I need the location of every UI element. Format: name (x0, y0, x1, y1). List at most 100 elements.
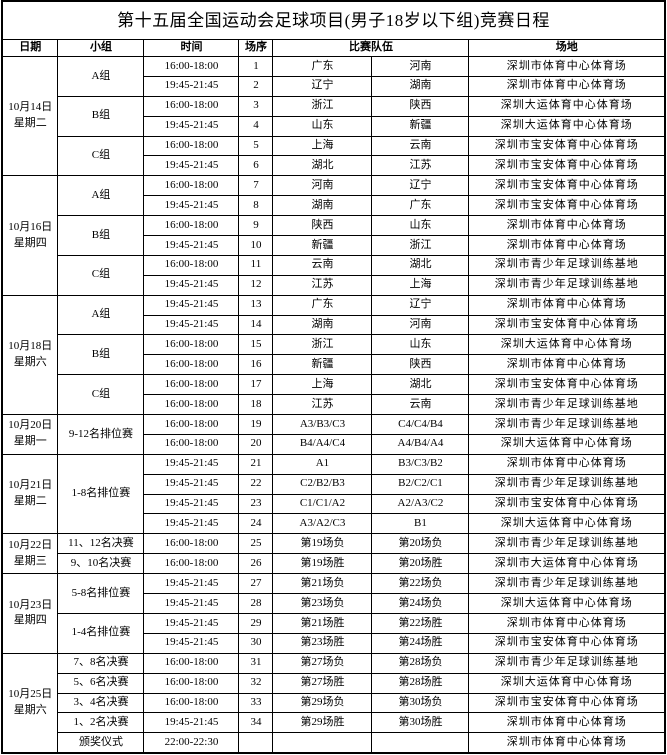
team2-cell: 第20场负 (371, 533, 470, 555)
team1-cell: 第29场负 (272, 692, 373, 714)
time-cell: 19:45-21:45 (143, 195, 240, 217)
weekday-text: 星期六 (13, 703, 47, 716)
time-cell: 19:45-21:45 (143, 513, 240, 535)
venue-cell: 深圳市青少年足球训练基地 (468, 573, 666, 595)
team1-cell: 第19场胜 (272, 553, 373, 575)
date-cell: 10月25日 星期六 (1, 652, 59, 754)
venue-cell: 深圳市体育中心体育场 (468, 75, 666, 97)
venue-cell: 深圳大运体育中心体育场 (468, 513, 666, 535)
team1-cell: 陕西 (272, 215, 373, 237)
match-no-cell: 23 (238, 493, 274, 515)
team1-cell: 云南 (272, 254, 373, 276)
team2-cell: 云南 (371, 135, 470, 157)
match-no-cell: 27 (238, 573, 274, 595)
match-no-cell: 5 (238, 135, 274, 157)
team2-cell: 湖北 (371, 374, 470, 396)
match-no-cell: 4 (238, 115, 274, 137)
venue-cell: 深圳大运体育中心体育场 (468, 115, 666, 137)
team1-cell (272, 732, 373, 754)
time-cell: 19:45-21:45 (143, 115, 240, 137)
team1-cell: 上海 (272, 135, 373, 157)
time-cell: 16:00-18:00 (143, 135, 240, 157)
team2-cell: 第22场胜 (371, 612, 470, 634)
team2-cell: A4/B4/A4 (371, 433, 470, 455)
time-cell: 19:45-21:45 (143, 473, 240, 495)
group-cell: C组 (57, 135, 145, 177)
team1-cell: 浙江 (272, 95, 373, 117)
venue-cell: 深圳市体育中心体育场 (468, 354, 666, 376)
team2-cell (371, 732, 470, 754)
team1-cell: C2/B2/B3 (272, 473, 373, 495)
team1-cell: 广东 (272, 294, 373, 316)
table-row: 颁奖仪式 22:00-22:30 深圳市体育中心体育场 (2, 732, 666, 754)
group-cell: 5-8名排位赛 (57, 573, 145, 614)
date-cell: 10月20日 星期一 (1, 414, 59, 455)
table-row: 19:45-21:45 23 C1/C1/A2 A2/A3/C2 深圳市宝安体育中心体育… (2, 493, 666, 515)
venue-cell: 深圳市体育中心体育场 (468, 712, 666, 734)
team1-cell: 第21场胜 (272, 612, 373, 634)
time-cell: 19:45-21:45 (143, 712, 240, 734)
weekday-text: 星期二 (13, 117, 47, 130)
time-cell: 16:00-18:00 (143, 553, 240, 575)
table-row: 10月25日 星期六 7、8名决赛 16:00-18:00 31 第27场负 第28场负 深圳… (1, 652, 666, 754)
match-no-cell: 11 (238, 254, 274, 276)
table-row: 19:45-21:45 30 第23场胜 第24场胜 深圳市宝安体育中心体育场 (2, 632, 666, 654)
team2-cell: 河南 (371, 314, 470, 336)
team2-cell: 第22场负 (371, 573, 470, 595)
table-row: 10月16日 星期四 A组 16:00-18:00 7 河南 辽宁 深圳市宝安体育中心体育场 (1, 175, 666, 296)
venue-cell: 深圳市体育中心体育场 (468, 294, 666, 316)
match-no-cell: 17 (238, 374, 274, 396)
team1-cell: 第27场胜 (272, 672, 373, 694)
team2-cell: 辽宁 (371, 175, 470, 197)
match-no-cell: 10 (238, 235, 274, 256)
venue-cell: 深圳市青少年足球训练基地 (468, 533, 666, 555)
date-text: 10月14日 (8, 101, 53, 114)
match-no-cell: 26 (238, 553, 274, 575)
team2-cell: B2/C2/C1 (371, 473, 470, 495)
table-header: 第十五届全国运动会足球项目(男子18岁以下组)竞赛日程 日期 小组 时间 场序 … (1, 0, 666, 57)
team1-cell: 江苏 (272, 274, 373, 296)
column-header-row: 日期 小组 时间 场序 比赛队伍 场地 (1, 39, 666, 57)
venue-cell: 深圳市宝安体育中心体育场 (468, 314, 666, 336)
venue-cell: 深圳市青少年足球训练基地 (468, 414, 666, 435)
time-cell: 16:00-18:00 (143, 692, 240, 714)
table-row: 10月23日 星期四 5-8名排位赛 19:45-21:45 27 第21场负 第22场负深… (1, 573, 666, 654)
table-row: 10月18日 星期六 A组 19:45-21:45 13 广东 辽宁 深圳市体育中心体育场 (1, 294, 666, 416)
match-no-cell: 29 (238, 612, 274, 634)
group-cell: 1-4名排位赛 (57, 612, 145, 654)
weekday-text: 星期三 (13, 554, 47, 567)
venue-cell: 深圳市青少年足球训练基地 (468, 254, 666, 276)
team2-cell: 第28场胜 (371, 672, 470, 694)
group-cell: B组 (57, 95, 145, 137)
column-header-match-no: 场序 (238, 39, 274, 57)
schedule-body: 10月14日 星期二 A组 16:00-18:00 1 广东 河南 深圳市体育中心体育场 19:… (1, 55, 666, 754)
date-cell: 10月18日 星期六 (1, 294, 59, 416)
match-no-cell: 31 (238, 652, 274, 674)
venue-cell: 深圳大运体育中心体育场 (468, 593, 666, 614)
venue-cell: 深圳市宝安体育中心体育场 (468, 692, 666, 714)
venue-cell: 深圳市青少年足球训练基地 (468, 652, 666, 674)
team1-cell: A3/A2/C3 (272, 513, 373, 535)
column-header-time: 时间 (143, 39, 240, 57)
team1-cell: A3/B3/C3 (272, 414, 373, 435)
team2-cell: 江苏 (371, 155, 470, 177)
time-cell: 16:00-18:00 (143, 254, 240, 276)
time-cell: 19:45-21:45 (143, 612, 240, 634)
group-cell: 1、2名决赛 (57, 712, 145, 734)
time-cell: 16:00-18:00 (143, 56, 240, 77)
team1-cell: B4/A4/C4 (272, 433, 373, 455)
venue-cell: 深圳大运体育中心体育场 (468, 334, 666, 356)
venue-cell: 深圳市体育中心体育场 (468, 732, 666, 754)
weekday-text: 星期四 (13, 236, 47, 249)
match-no-cell: 15 (238, 334, 274, 356)
group-cell: C组 (57, 374, 145, 416)
time-cell: 19:45-21:45 (143, 75, 240, 97)
team2-cell: 云南 (371, 394, 470, 416)
group-cell: 1-8名排位赛 (57, 453, 145, 535)
match-no-cell: 34 (238, 712, 274, 734)
table-row: 16:00-18:00 16 新疆 陕西 深圳市体育中心体育场 (2, 354, 666, 376)
table-row: 10月21日 星期二 1-8名排位赛 19:45-21:45 21 A1 B3/C3/B2 深… (1, 453, 666, 535)
time-cell: 19:45-21:45 (143, 632, 240, 654)
team2-cell: 河南 (371, 56, 470, 77)
time-cell: 19:45-21:45 (143, 294, 240, 316)
